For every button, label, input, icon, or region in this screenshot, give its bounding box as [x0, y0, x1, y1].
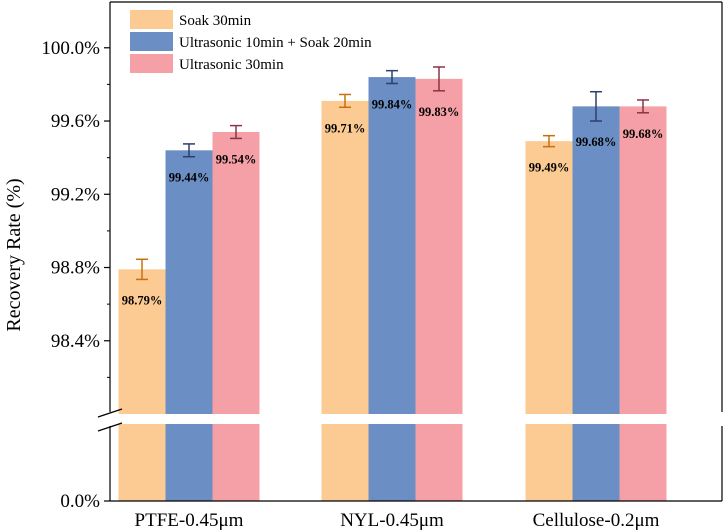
axis-break-mark [97, 422, 123, 432]
legend-label: Ultrasonic 10min + Soak 20min [179, 35, 372, 51]
axis-break-gap [100, 414, 724, 424]
x-tick-label: Cellulose-0.2μm [533, 510, 660, 531]
bar [212, 132, 260, 501]
y-tick-label: 99.6% [51, 111, 100, 132]
legend-swatch [130, 54, 173, 73]
legend-swatch [130, 32, 173, 51]
bar [118, 269, 166, 501]
legend-label: Ultrasonic 30min [179, 57, 284, 73]
data-labels-layer: 98.79% 99.71% 99.49% 99.44% 99.84% 99.68% 99.5… [122, 97, 664, 307]
y-axis-title: Recovery Rate (%) [3, 178, 25, 331]
bar [415, 78, 463, 501]
axis-break-mark [97, 408, 123, 418]
y-tick-label: 98.4% [51, 331, 100, 352]
bar [368, 77, 416, 501]
data-label: 99.84% [372, 97, 413, 111]
x-tick-label: PTFE-0.45μm [135, 510, 244, 531]
data-label: 98.79% [122, 293, 163, 307]
bars-layer [118, 77, 667, 502]
data-label: 99.68% [576, 135, 617, 149]
legend-swatch [130, 10, 173, 29]
data-label: 99.44% [169, 171, 210, 185]
bar [165, 150, 213, 501]
bar [619, 106, 667, 501]
data-label: 99.54% [216, 152, 257, 166]
data-label: 99.71% [325, 121, 366, 135]
bar [572, 106, 620, 501]
legend-label: Soak 30min [179, 13, 252, 29]
data-label: 99.49% [529, 161, 570, 175]
x-tick-label: NYL-0.45μm [340, 510, 444, 531]
legend: Soak 30min Ultrasonic 10min + Soak 20min U… [130, 10, 372, 73]
y-tick-label: 100.0% [41, 38, 100, 59]
error-bars-layer [136, 66, 649, 281]
axes-layer: 0.0% 98.4% 98.8% 99.2% 99.6% 100.0% PTFE-0.45μ… [41, 1, 723, 531]
y-tick-label: 0.0% [60, 491, 100, 512]
data-label: 99.68% [623, 127, 664, 141]
data-label: 99.83% [419, 105, 460, 119]
y-tick-label: 98.8% [51, 258, 100, 279]
bar [525, 141, 573, 502]
bar [321, 100, 369, 501]
y-tick-label: 99.2% [51, 184, 100, 205]
